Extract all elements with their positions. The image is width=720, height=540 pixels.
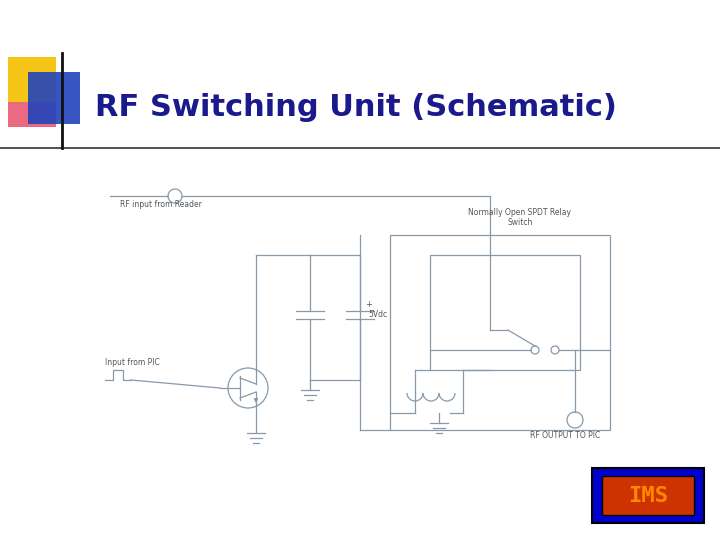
- Text: IMS: IMS: [628, 485, 668, 505]
- Text: 5Vdc: 5Vdc: [368, 310, 387, 319]
- Text: RF Switching Unit (Schematic): RF Switching Unit (Schematic): [95, 93, 617, 123]
- Text: RF input from Reader: RF input from Reader: [120, 200, 202, 209]
- Bar: [592, 468, 704, 523]
- Bar: [8, 82, 56, 127]
- Text: +: +: [365, 300, 372, 309]
- Bar: [8, 57, 56, 102]
- Bar: [430, 255, 580, 370]
- Text: Input from PIC: Input from PIC: [105, 358, 160, 367]
- Text: RF OUTPUT TO PIC: RF OUTPUT TO PIC: [530, 431, 600, 440]
- Text: Normally Open SPDT Relay
Switch: Normally Open SPDT Relay Switch: [469, 207, 572, 227]
- Bar: [28, 72, 80, 124]
- Bar: [390, 235, 610, 430]
- Bar: [602, 476, 694, 515]
